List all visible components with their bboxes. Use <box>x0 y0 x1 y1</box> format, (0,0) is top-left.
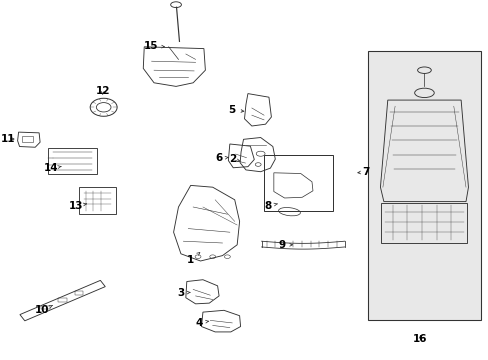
Bar <box>22 136 33 142</box>
Bar <box>75 291 83 295</box>
Bar <box>48 148 97 174</box>
Bar <box>381 203 467 243</box>
Text: 5: 5 <box>228 105 244 115</box>
Bar <box>367 51 480 320</box>
Bar <box>41 306 49 309</box>
Text: 15: 15 <box>143 41 164 51</box>
Text: 6: 6 <box>215 153 228 163</box>
Text: 11: 11 <box>0 134 15 144</box>
Text: 2: 2 <box>228 154 239 164</box>
Text: 7: 7 <box>357 167 369 177</box>
Text: 14: 14 <box>43 163 61 174</box>
Text: 1: 1 <box>187 252 200 265</box>
Bar <box>264 155 332 211</box>
Text: 12: 12 <box>95 86 110 96</box>
Text: 9: 9 <box>278 240 292 250</box>
Bar <box>58 298 66 302</box>
Text: 10: 10 <box>35 305 52 315</box>
Text: 4: 4 <box>195 318 208 328</box>
Text: 8: 8 <box>264 201 277 211</box>
Text: 16: 16 <box>412 334 427 344</box>
Text: 3: 3 <box>177 288 190 298</box>
Bar <box>79 187 116 214</box>
Text: 13: 13 <box>69 201 86 211</box>
